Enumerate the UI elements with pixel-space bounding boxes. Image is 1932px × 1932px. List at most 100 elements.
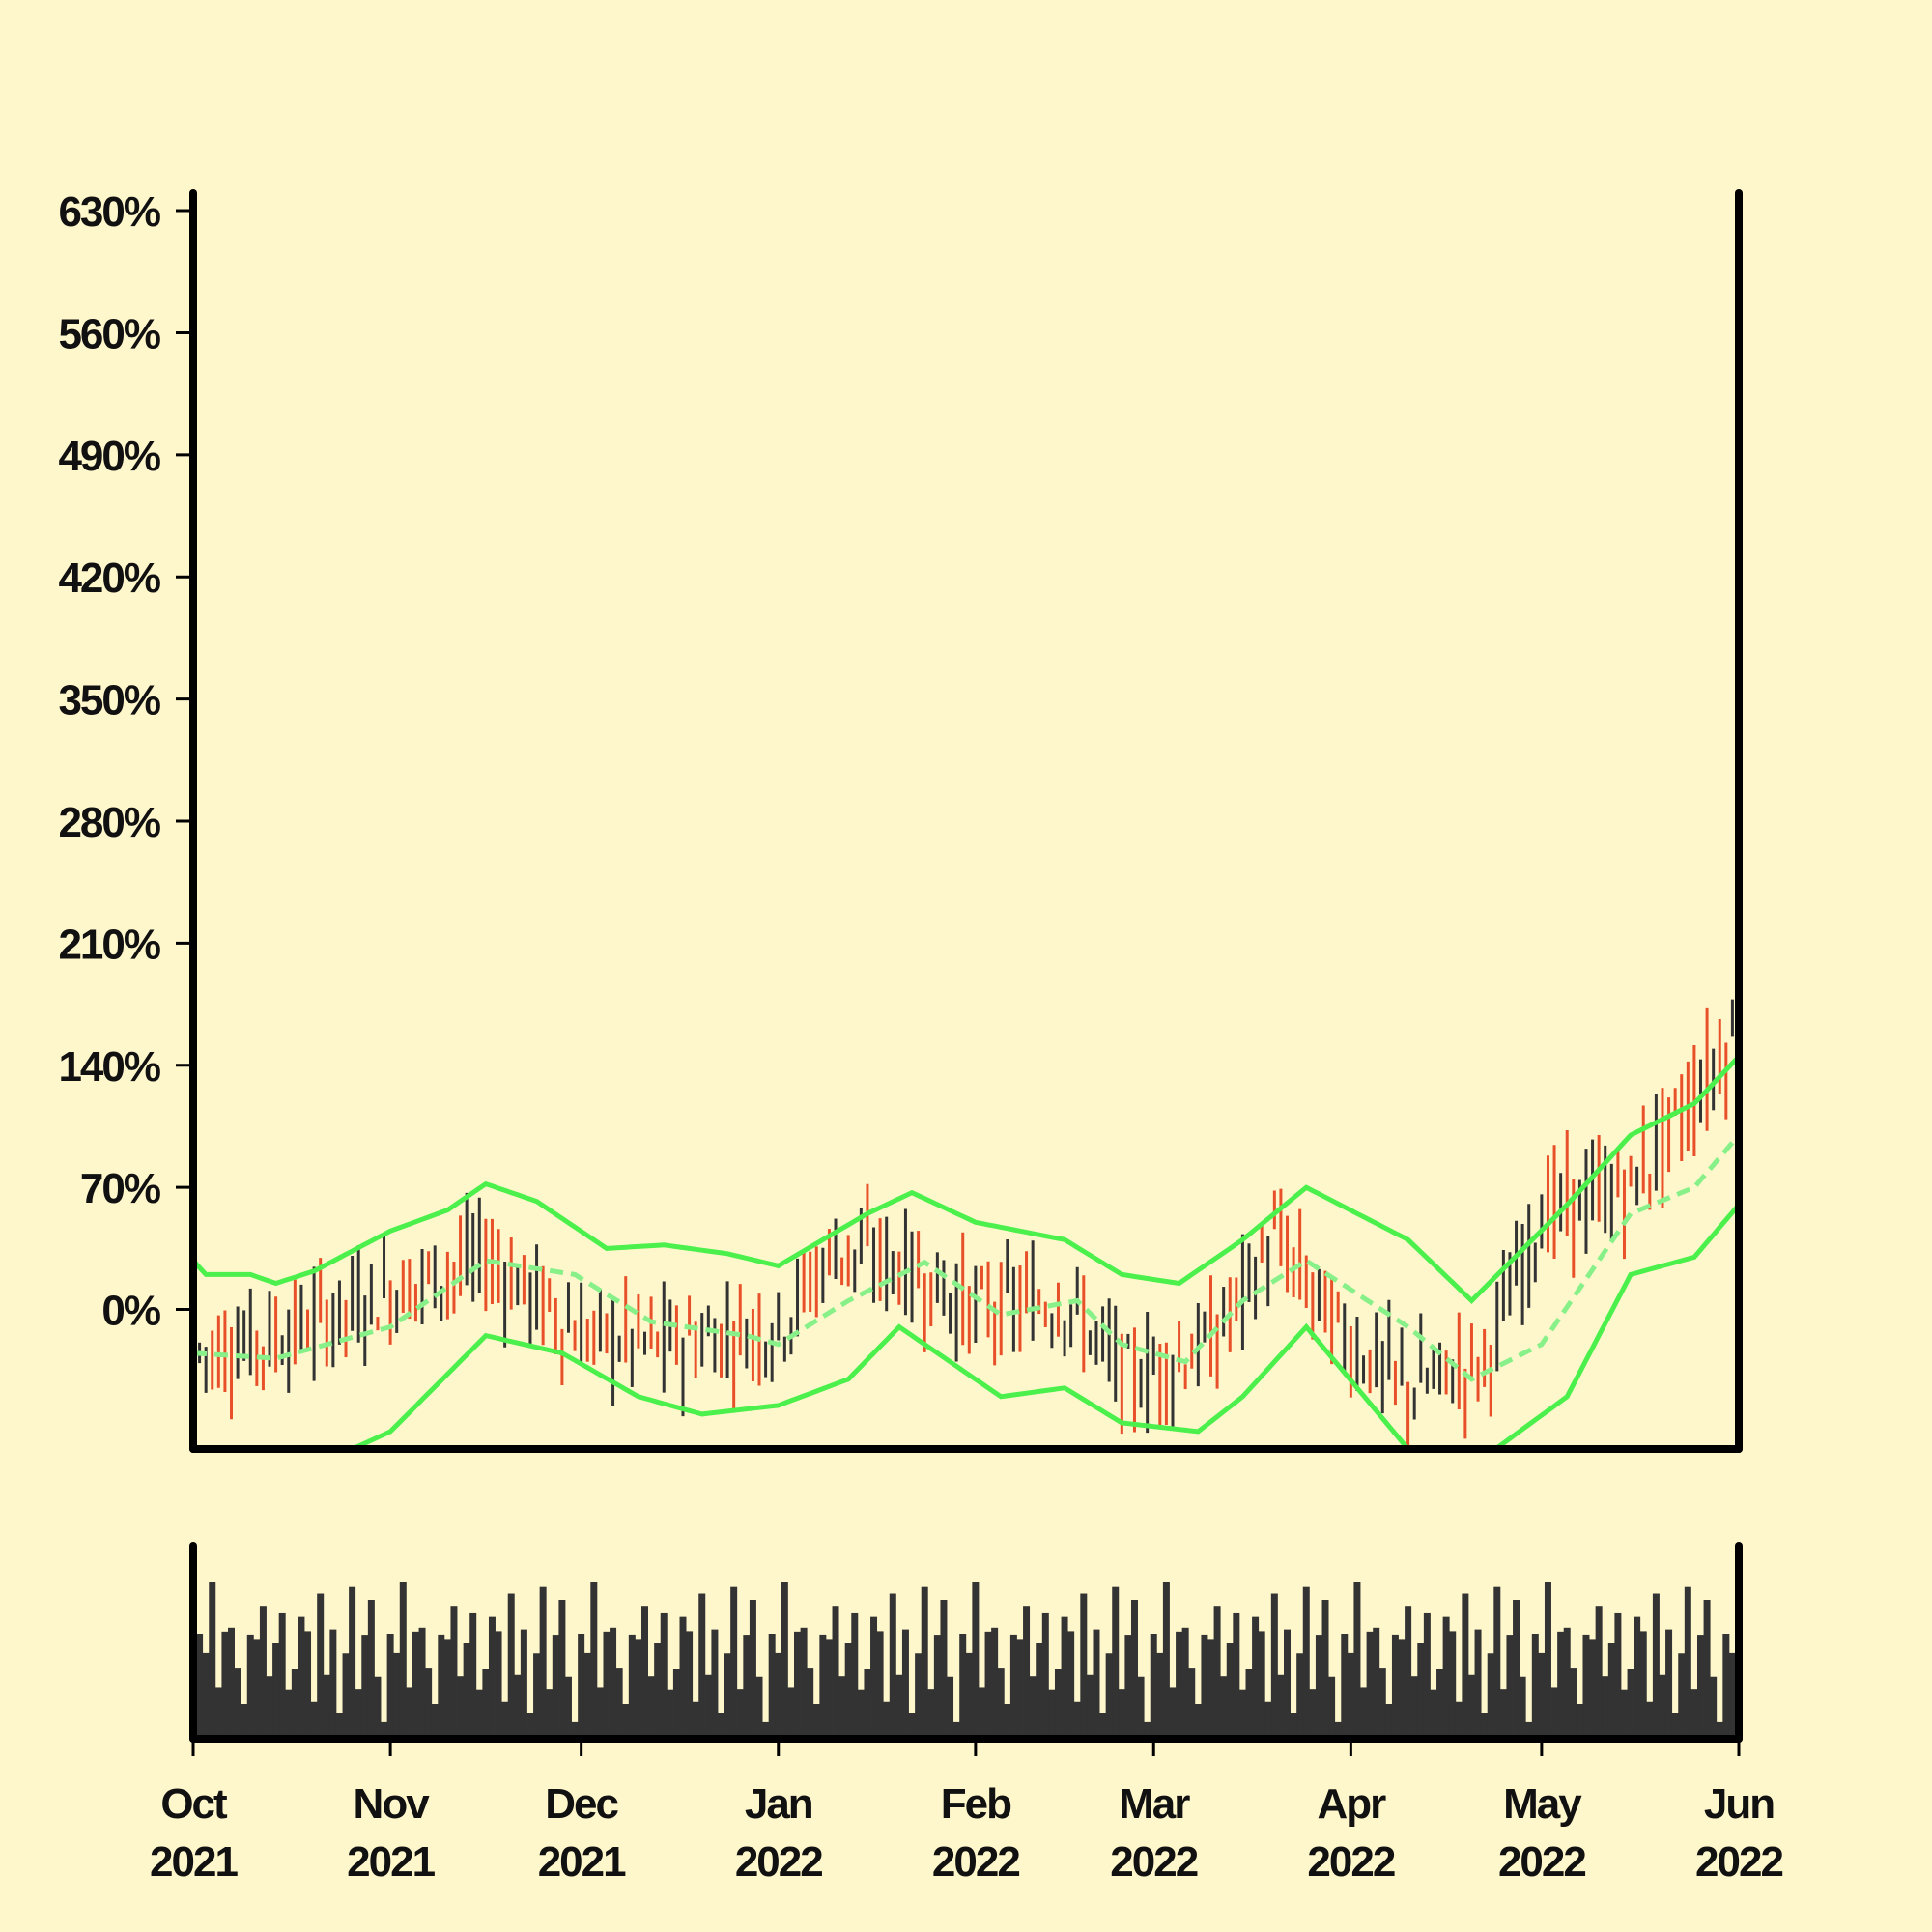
volume-bar — [972, 1582, 980, 1739]
volume-bar — [775, 1652, 782, 1739]
volume-bar — [901, 1629, 909, 1739]
volume-bar — [1538, 1652, 1546, 1739]
volume-bar — [1710, 1676, 1718, 1739]
volume-bar — [596, 1687, 604, 1739]
volume-bar — [1213, 1606, 1221, 1739]
volume-bar — [1398, 1639, 1406, 1739]
volume-bar — [819, 1634, 827, 1739]
volume-bar — [844, 1643, 852, 1739]
volume-bar — [1130, 1600, 1138, 1739]
volume-bar — [1245, 1669, 1253, 1739]
volume-bar — [335, 1713, 343, 1739]
x-tick-label-year: 2021 — [538, 1838, 626, 1886]
volume-bar — [603, 1631, 611, 1739]
volume-bar — [1602, 1676, 1609, 1739]
volume-bar — [259, 1606, 267, 1739]
volume-bar — [507, 1593, 515, 1739]
volume-bar — [825, 1639, 833, 1739]
volume-bar — [1048, 1689, 1056, 1739]
volume-bar — [1220, 1676, 1228, 1739]
volume-bar — [1544, 1582, 1551, 1739]
volume-bar — [736, 1689, 744, 1739]
volume-bar — [298, 1616, 305, 1739]
volume-bar — [266, 1676, 273, 1739]
volume-bar — [1181, 1627, 1189, 1739]
volume-bar — [1652, 1593, 1660, 1739]
volume-bar — [660, 1612, 668, 1739]
volume-bar — [558, 1600, 566, 1739]
volume-bar — [278, 1612, 286, 1739]
volume-bar — [647, 1676, 655, 1739]
volume-bar — [876, 1631, 884, 1739]
volume-bar — [1347, 1652, 1354, 1739]
volume-bar — [393, 1652, 401, 1739]
volume-bar — [883, 1701, 891, 1739]
volume-bar — [214, 1687, 222, 1739]
volume-bar — [1665, 1629, 1673, 1739]
volume-bar — [475, 1689, 483, 1739]
volume-bar — [1410, 1676, 1418, 1739]
x-tick-label-month: Nov — [354, 1780, 431, 1828]
volume-bar — [526, 1713, 534, 1739]
volume-bar — [1264, 1701, 1272, 1739]
volume-bar — [781, 1582, 788, 1739]
volume-bar — [367, 1600, 375, 1739]
volume-bar — [812, 1704, 820, 1739]
volume-bar — [1315, 1635, 1322, 1739]
volume-bar — [1334, 1721, 1342, 1739]
volume-bar — [1582, 1634, 1590, 1739]
volume-bar — [234, 1668, 242, 1739]
volume-bar — [1118, 1689, 1125, 1739]
volume-bar — [1513, 1600, 1520, 1739]
volume-bar — [667, 1689, 674, 1739]
volume-bar — [399, 1582, 407, 1739]
y-tick-label: 140% — [58, 1043, 159, 1091]
volume-bar — [1099, 1713, 1107, 1739]
volume-bar — [610, 1627, 617, 1739]
volume-bar — [1506, 1635, 1514, 1739]
volume-bar — [1627, 1669, 1634, 1739]
volume-bar — [704, 1674, 712, 1739]
volume-bar — [1391, 1634, 1399, 1739]
volume-bar — [329, 1629, 337, 1739]
volume-bar — [1423, 1612, 1431, 1739]
volume-bar — [1004, 1704, 1011, 1739]
volume-bar — [1041, 1612, 1049, 1739]
band-lower-line — [346, 1203, 1739, 1449]
x-tick-label-year: 2022 — [1695, 1838, 1782, 1886]
volume-bar — [285, 1689, 293, 1739]
volume-bar — [851, 1612, 859, 1739]
volume-bar — [622, 1704, 630, 1739]
volume-bar — [1417, 1643, 1425, 1739]
x-tick-label-month: May — [1503, 1780, 1582, 1828]
volume-bar — [724, 1653, 731, 1739]
volume-bar — [908, 1713, 916, 1739]
volume-bar — [1595, 1606, 1603, 1739]
volume-bar — [1144, 1721, 1151, 1739]
volume-bar — [1150, 1634, 1157, 1739]
volume-bar — [933, 1635, 941, 1739]
volume-bar — [1086, 1674, 1094, 1739]
volume-bar — [533, 1653, 541, 1739]
volume-bar — [1678, 1653, 1686, 1739]
volume-bar — [1385, 1704, 1393, 1739]
x-tick-label-year: 2022 — [735, 1838, 822, 1886]
volume-bar — [342, 1653, 350, 1739]
volume-bar — [495, 1631, 502, 1739]
volume-bar — [640, 1606, 648, 1739]
volume-bar — [1156, 1652, 1164, 1739]
volume-bar — [1525, 1721, 1533, 1739]
volume-bar — [1194, 1704, 1202, 1739]
volume-bar — [927, 1689, 935, 1739]
volume-bar — [1277, 1674, 1285, 1739]
volume-bar — [253, 1639, 261, 1739]
axes-group — [176, 189, 1743, 1756]
x-tick-label-month: Feb — [941, 1780, 1011, 1828]
volume-bar — [323, 1674, 330, 1739]
volume-bar — [698, 1593, 706, 1739]
volume-bar — [997, 1668, 1005, 1739]
volume-bar — [1258, 1631, 1265, 1739]
volume-bar — [947, 1676, 954, 1739]
volume-bar — [838, 1676, 846, 1739]
